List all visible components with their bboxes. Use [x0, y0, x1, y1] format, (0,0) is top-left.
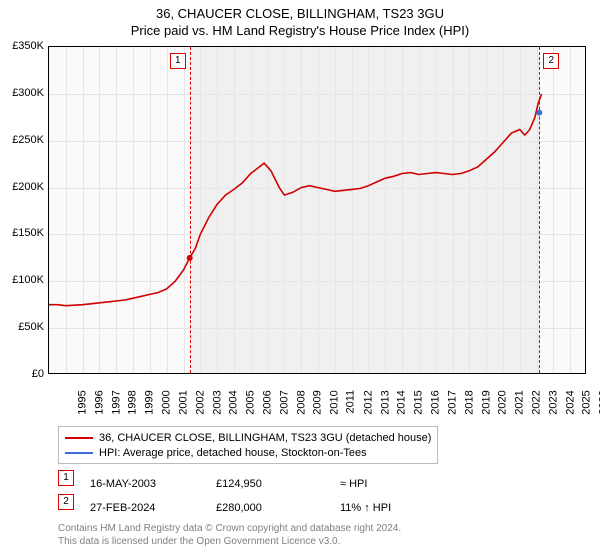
ytick-label: £50K — [2, 321, 44, 333]
sale-row-1: 116-MAY-2003£124,950≈ HPI — [58, 470, 558, 486]
legend-box: 36, CHAUCER CLOSE, BILLINGHAM, TS23 3GU … — [58, 426, 438, 464]
xtick-label: 2002 — [194, 390, 206, 414]
sale-vs-hpi: ≈ HPI — [340, 478, 367, 490]
xtick-label: 2010 — [329, 390, 341, 414]
xtick-label: 2011 — [345, 390, 357, 414]
sale-marker — [187, 255, 193, 261]
plot-svg — [49, 47, 587, 375]
xtick-label: 2007 — [278, 390, 290, 414]
title-address: 36, CHAUCER CLOSE, BILLINGHAM, TS23 3GU — [0, 6, 600, 21]
ytick-label: £350K — [2, 40, 44, 52]
sale-vs-hpi: 11% ↑ HPI — [340, 502, 391, 514]
legend-label: HPI: Average price, detached house, Stoc… — [99, 447, 367, 459]
sale-price: £124,950 — [216, 478, 262, 490]
sale-index-box: 2 — [58, 494, 74, 510]
xtick-label: 1995 — [76, 390, 88, 414]
xtick-label: 2006 — [261, 390, 273, 414]
legend-swatch — [65, 452, 93, 454]
sale-date: 27-FEB-2024 — [90, 502, 155, 514]
ytick-label: £300K — [2, 87, 44, 99]
xtick-label: 2003 — [211, 390, 223, 414]
title-block: 36, CHAUCER CLOSE, BILLINGHAM, TS23 3GU … — [0, 0, 600, 40]
xtick-label: 2025 — [581, 390, 593, 414]
legend-label: 36, CHAUCER CLOSE, BILLINGHAM, TS23 3GU … — [99, 432, 431, 444]
xtick-label: 2013 — [379, 390, 391, 414]
xtick-label: 2016 — [430, 390, 442, 414]
xtick-label: 2014 — [396, 390, 408, 414]
xtick-label: 2020 — [497, 390, 509, 414]
legend-row: HPI: Average price, detached house, Stoc… — [65, 445, 431, 460]
xtick-label: 1998 — [127, 390, 139, 414]
footnote-line1: Contains HM Land Registry data © Crown c… — [58, 522, 401, 535]
xtick-label: 2019 — [480, 390, 492, 414]
ytick-label: £200K — [2, 181, 44, 193]
series-price_paid — [49, 94, 542, 306]
xtick-label: 2001 — [177, 390, 189, 414]
plot-area: 12 — [48, 46, 586, 374]
xtick-label: 2015 — [413, 390, 425, 414]
sale-index-box: 1 — [58, 470, 74, 486]
xtick-label: 2005 — [245, 390, 257, 414]
title-subtitle: Price paid vs. HM Land Registry's House … — [0, 23, 600, 38]
xtick-label: 2024 — [564, 390, 576, 414]
sale-date: 16-MAY-2003 — [90, 478, 156, 490]
ytick-label: £150K — [2, 227, 44, 239]
ytick-label: £100K — [2, 274, 44, 286]
sale-row-2: 227-FEB-2024£280,00011% ↑ HPI — [58, 494, 558, 510]
xtick-label: 2023 — [547, 390, 559, 414]
xtick-label: 2008 — [295, 390, 307, 414]
sale-price: £280,000 — [216, 502, 262, 514]
footnote-line2: This data is licensed under the Open Gov… — [58, 535, 401, 548]
chart-container: 36, CHAUCER CLOSE, BILLINGHAM, TS23 3GU … — [0, 0, 600, 560]
legend-row: 36, CHAUCER CLOSE, BILLINGHAM, TS23 3GU … — [65, 430, 431, 445]
sale-marker — [536, 110, 542, 116]
xtick-label: 1999 — [144, 390, 156, 414]
xtick-label: 2018 — [463, 390, 475, 414]
xtick-label: 2004 — [228, 390, 240, 414]
ytick-label: £0 — [2, 368, 44, 380]
xtick-label: 2012 — [362, 390, 374, 414]
xtick-label: 1997 — [110, 390, 122, 414]
xtick-label: 2017 — [446, 390, 458, 414]
xtick-label: 2000 — [161, 390, 173, 414]
legend-swatch — [65, 437, 93, 439]
xtick-label: 2021 — [514, 390, 526, 414]
xtick-label: 2022 — [530, 390, 542, 414]
footnote-text: Contains HM Land Registry data © Crown c… — [58, 522, 401, 548]
ytick-label: £250K — [2, 134, 44, 146]
xtick-label: 2009 — [312, 390, 324, 414]
xtick-label: 1996 — [93, 390, 105, 414]
